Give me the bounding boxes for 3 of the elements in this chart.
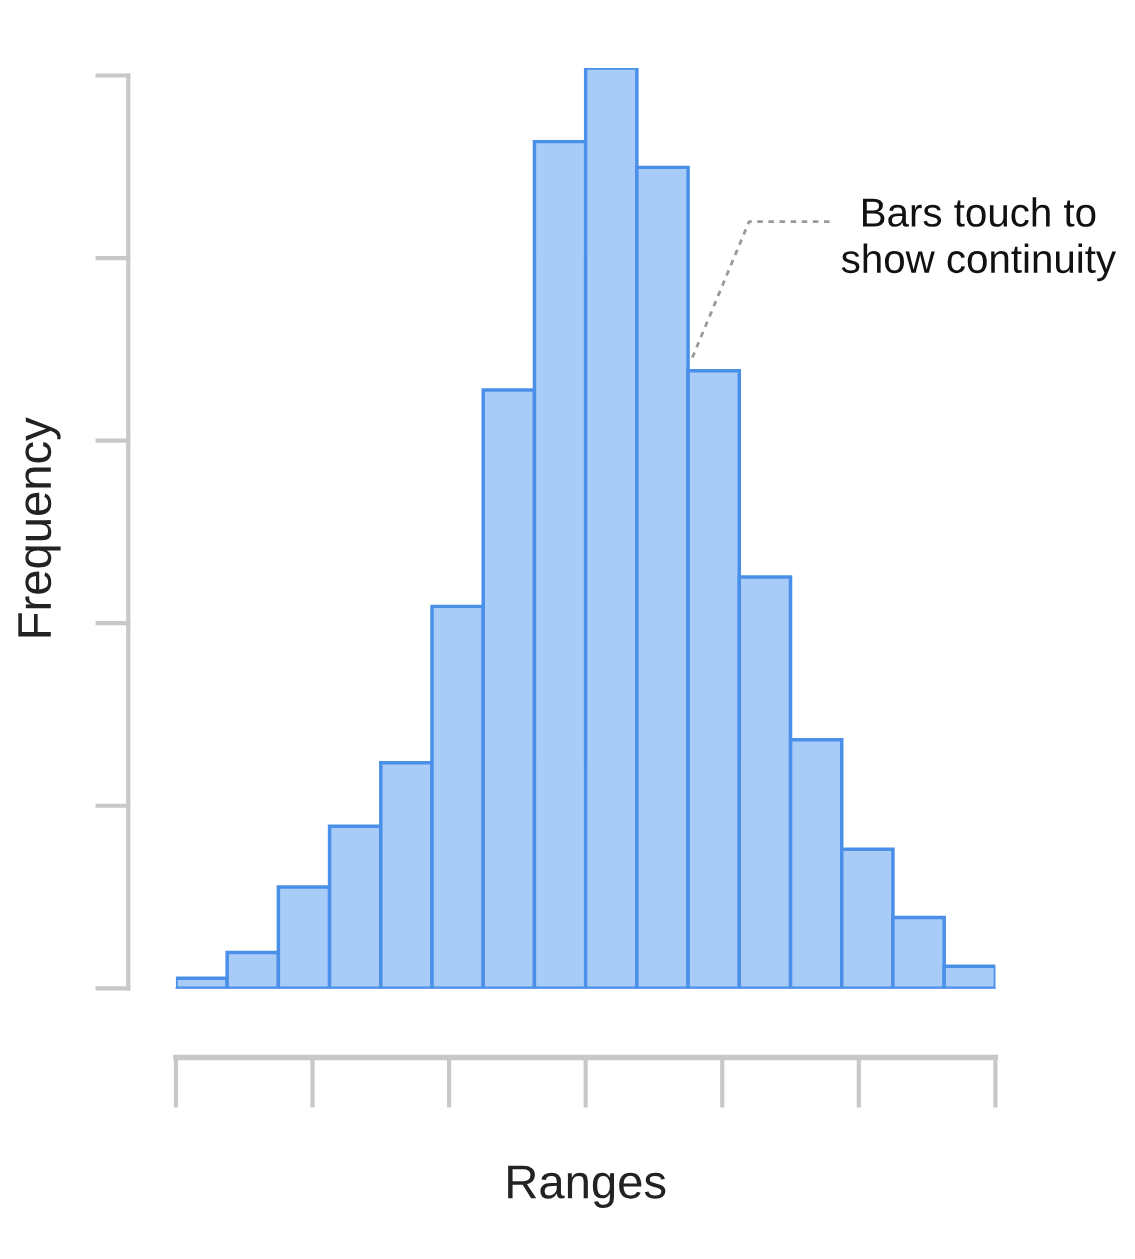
annotation: Bars touch to show continuity bbox=[841, 197, 1116, 282]
y-axis-title: Frequency bbox=[18, 417, 61, 637]
x-axis-title: Ranges bbox=[508, 1165, 666, 1208]
